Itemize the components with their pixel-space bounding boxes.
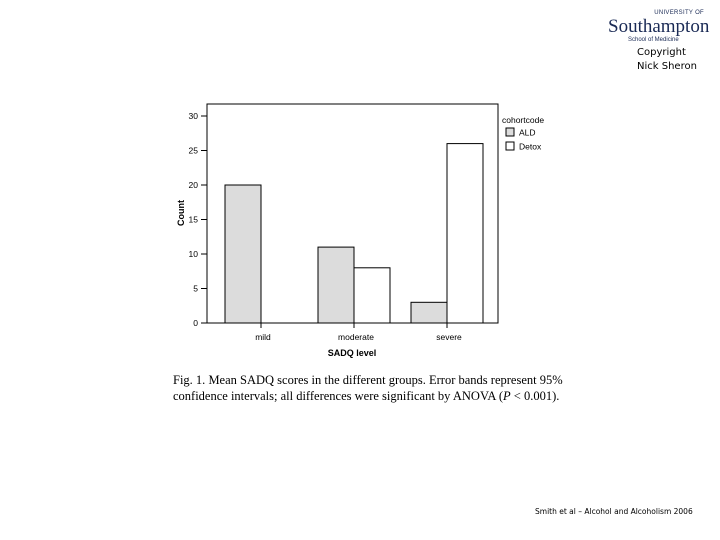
y-tick-label: 0 xyxy=(193,318,198,328)
legend-swatch-ald xyxy=(505,127,515,137)
x-tick-label: moderate xyxy=(338,332,374,342)
legend-swatch-detox xyxy=(505,141,515,151)
bar-ald-moderate xyxy=(317,246,355,324)
x-axis-label: SADQ level xyxy=(328,348,377,358)
legend-title: cohortcode xyxy=(502,115,544,125)
university-logo: UNIVERSITY OF Southampton School of Medi… xyxy=(608,10,712,44)
caption-fig-label: Fig. 1. xyxy=(173,373,206,387)
copyright-notice: Copyright Nick Sheron xyxy=(637,46,697,74)
copyright-label: Copyright xyxy=(637,47,686,58)
caption-text: Mean SADQ scores in the different groups… xyxy=(173,373,563,403)
y-tick-label: 5 xyxy=(193,284,198,294)
y-axis-label: Count xyxy=(176,200,186,226)
logo-top-text: UNIVERSITY OF xyxy=(654,10,704,16)
y-tick-label: 30 xyxy=(189,111,199,121)
logo-main-text: Southampton xyxy=(608,16,710,37)
caption-text-end: < 0.001). xyxy=(510,389,560,403)
citation-footer: Smith et al – Alcohol and Alcoholism 200… xyxy=(535,507,693,516)
y-tick-label: 15 xyxy=(189,215,199,225)
x-tick-label: mild xyxy=(255,332,271,342)
bar-detox-moderate xyxy=(353,267,391,324)
bar-detox-severe xyxy=(446,143,484,324)
bar-ald-mild xyxy=(224,184,262,324)
y-tick-label: 20 xyxy=(189,180,199,190)
x-tick-label: severe xyxy=(436,332,462,342)
bar-ald-severe xyxy=(410,301,448,324)
caption-p-symbol: P xyxy=(503,389,511,403)
legend-label-ald: ALD xyxy=(519,128,536,138)
figure-caption: Fig. 1. Mean SADQ scores in the differen… xyxy=(173,372,593,404)
copyright-holder: Nick Sheron xyxy=(637,61,697,72)
logo-sub-text: School of Medicine xyxy=(628,37,679,43)
y-tick-label: 25 xyxy=(189,146,199,156)
legend-label-detox: Detox xyxy=(519,142,542,152)
y-tick-label: 10 xyxy=(189,249,199,259)
